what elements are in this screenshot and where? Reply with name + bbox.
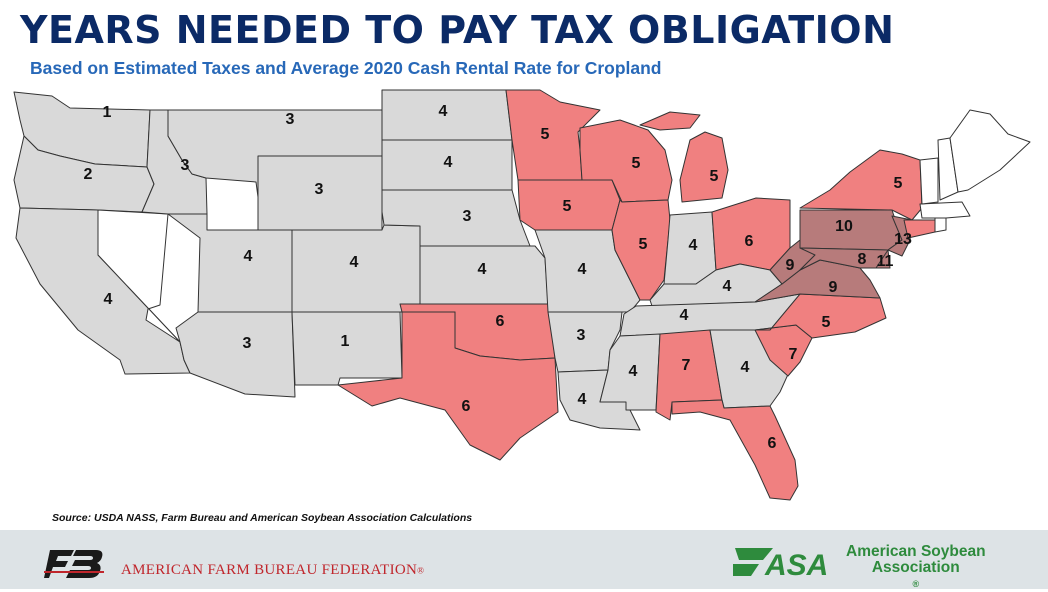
state-ny: [799, 149, 923, 221]
state-value-in: 4: [689, 237, 698, 254]
state-value-or: 2: [84, 166, 93, 183]
state-value-ia: 5: [563, 198, 572, 215]
farm-bureau-logo: [44, 550, 104, 578]
state-value-pa: 10: [835, 218, 853, 235]
state-value-ut: 4: [244, 248, 253, 265]
state-value-wv: 9: [786, 257, 795, 274]
state-value-de: 8: [858, 251, 867, 268]
source-note: Source: USDA NASS, Farm Bureau and Ameri…: [52, 512, 473, 524]
value-labels-layer: 1 2 4 3 3 3 4 3 4 1 4 4 3 4 6 6 5 5 4 3 4 5 5 5 4 6 4 4 4 7 4 6 7 5 9 9 10 5 1…: [84, 103, 912, 452]
state-value-va: 9: [829, 279, 838, 296]
state-value-tn: 4: [680, 307, 689, 324]
state-value-nj: 11: [877, 253, 894, 270]
footer-bar: AMERICAN FARM BUREAU FEDERATION® ASA Ame…: [0, 530, 1048, 589]
state-ma: [919, 201, 971, 219]
state-value-az: 3: [243, 335, 252, 352]
state-tx: [337, 311, 559, 461]
state-value-ne: 3: [463, 208, 472, 225]
state-value-mo: 4: [578, 261, 587, 278]
state-ri: [934, 217, 947, 233]
state-value-sd: 4: [444, 154, 453, 171]
state-value-nm: 1: [341, 333, 350, 350]
state-az: [175, 311, 296, 398]
state-value-ar: 3: [577, 327, 586, 344]
asa-logo: ASA: [733, 548, 828, 580]
state-nm: [291, 311, 403, 386]
state-value-id: 3: [181, 157, 190, 174]
state-value-wa: 1: [103, 104, 112, 121]
state-value-la: 4: [578, 391, 587, 408]
state-value-nd: 4: [439, 103, 448, 120]
state-value-wy: 3: [315, 181, 324, 198]
asa-abbr: ASA: [764, 549, 828, 580]
state-value-ks: 4: [478, 261, 487, 278]
state-value-il: 5: [639, 236, 648, 253]
state-value-al: 7: [682, 357, 691, 374]
state-value-ok: 6: [496, 313, 505, 330]
state-mn: [505, 89, 601, 181]
us-states-map: 1 2 4 3 3 3 4 3 4 1 4 4 3 4 6 6 5 5 4 3 4 5 5 5 4 6 4 4 4 7 4 6 7 5 9 9 10 5 1…: [13, 89, 1031, 501]
state-value-ky: 4: [723, 278, 732, 295]
map-title: YEARS NEEDED TO PAY TAX OBLIGATION: [20, 8, 895, 52]
state-value-fl: 6: [768, 435, 777, 452]
state-value-ny: 5: [894, 175, 903, 192]
state-value-ms: 4: [629, 363, 638, 380]
state-value-co: 4: [350, 254, 359, 271]
asa-name: American Soybean Association ®: [846, 543, 986, 590]
state-value-mi: 5: [710, 168, 719, 185]
afbf-name: AMERICAN FARM BUREAU FEDERATION®: [121, 562, 425, 578]
states-layer: [13, 89, 1031, 501]
state-value-ct: 13: [894, 231, 912, 248]
state-value-mn: 5: [541, 126, 550, 143]
map-subtitle: Based on Estimated Taxes and Average 202…: [30, 58, 662, 78]
state-value-mt: 3: [286, 111, 295, 128]
state-value-nc: 5: [822, 314, 831, 331]
state-il: [611, 199, 671, 301]
state-vt: [919, 157, 939, 205]
state-value-tx: 6: [462, 398, 471, 415]
state-nv: [97, 209, 181, 343]
state-md: [799, 247, 889, 271]
state-value-ga: 4: [741, 359, 750, 376]
state-value-oh: 6: [745, 233, 754, 250]
state-mi: [639, 111, 729, 203]
state-value-ca: 4: [104, 291, 113, 308]
state-me: [949, 109, 1031, 193]
state-fl: [671, 399, 799, 501]
state-value-wi: 5: [632, 155, 641, 172]
state-value-sc: 7: [789, 346, 798, 363]
